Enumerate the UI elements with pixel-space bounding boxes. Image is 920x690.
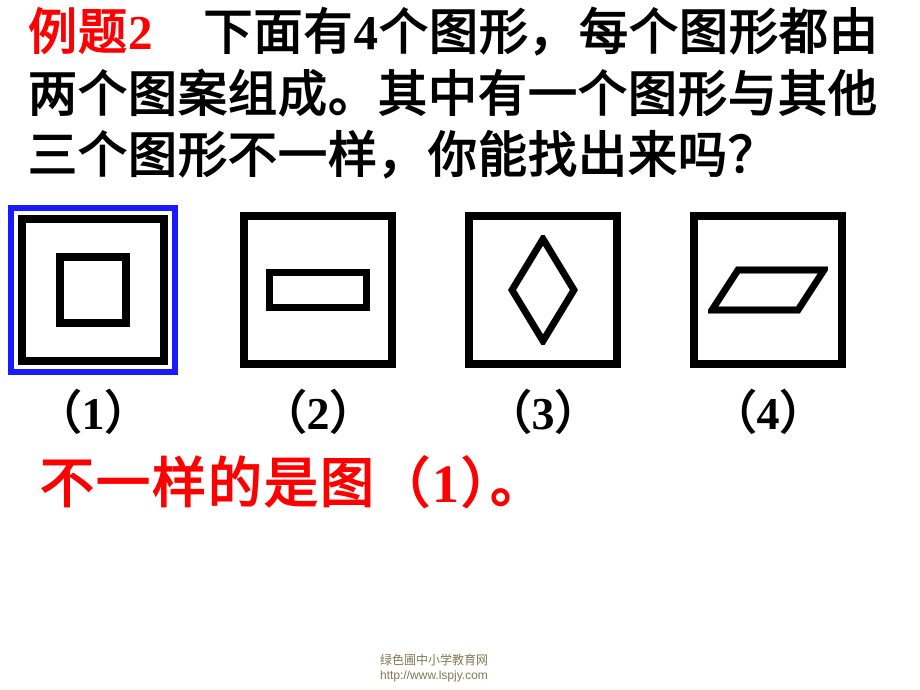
figure-1-caption: （1） xyxy=(36,377,151,443)
example-label: 例题2 xyxy=(28,5,154,60)
figure-3-outer-square xyxy=(465,212,621,368)
answer-text: 不一样的是图（1）。 xyxy=(0,439,920,518)
figure-2: （2） xyxy=(233,205,403,443)
diamond-icon xyxy=(508,235,578,345)
question-body: 下面有4个图形，每个图形都由两个图案组成。其中有一个图形与其他三个图形不一样，你… xyxy=(28,5,879,183)
figure-1-inner-square xyxy=(56,253,130,327)
figure-4-outer-square xyxy=(690,212,846,368)
question-text: 例题2 下面有4个图形，每个图形都由两个图案组成。其中有一个图形与其他三个图形不… xyxy=(0,0,920,187)
figure-2-caption: （2） xyxy=(261,377,376,443)
figure-3-box xyxy=(458,205,628,375)
parallelogram-icon xyxy=(708,265,828,315)
figure-3: （3） xyxy=(458,205,628,443)
figure-4-box xyxy=(683,205,853,375)
figure-1-outer-square xyxy=(18,215,168,365)
figure-1: （1） xyxy=(8,205,178,443)
figure-2-box xyxy=(233,205,403,375)
figure-2-inner-rectangle xyxy=(266,269,370,311)
figure-4-caption: （4） xyxy=(711,377,826,443)
figure-3-caption: （3） xyxy=(486,377,601,443)
figure-4: （4） xyxy=(683,205,853,443)
figures-row: （1） （2） （3） （4） xyxy=(0,205,920,443)
figure-1-highlight xyxy=(8,205,178,375)
watermark-line1: 绿色圃中小学教育网 xyxy=(380,653,488,669)
watermark: 绿色圃中小学教育网 http://www.lspjy.com xyxy=(380,653,488,684)
figure-2-outer-square xyxy=(240,212,396,368)
watermark-line2: http://www.lspjy.com xyxy=(380,668,488,684)
